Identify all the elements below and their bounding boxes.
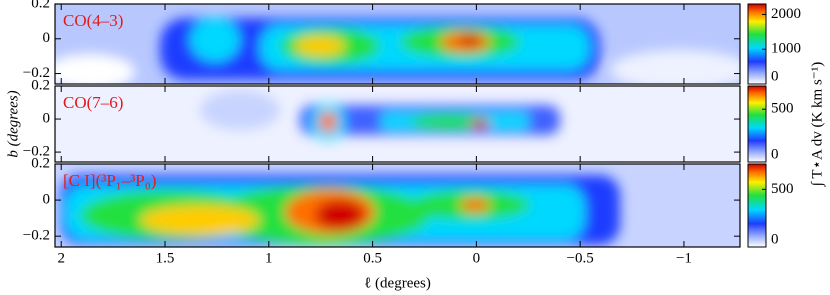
map-co76 bbox=[55, 86, 740, 162]
colorbar-tick-label: 1000 bbox=[771, 41, 801, 57]
colorbar bbox=[747, 163, 767, 248]
panel-frame bbox=[54, 163, 741, 248]
colorbar bbox=[747, 85, 767, 163]
panel-frame bbox=[54, 3, 741, 85]
colorbar-tick-label: 0 bbox=[771, 146, 779, 162]
x-tick-label: −0.5 bbox=[567, 250, 594, 266]
y-tick-label: 0.2 bbox=[31, 0, 50, 11]
map-co43 bbox=[55, 4, 740, 84]
panel-frame bbox=[54, 85, 741, 163]
x-tick-label: 0.5 bbox=[363, 250, 382, 266]
x-axis-label: ℓ (degrees) bbox=[364, 275, 431, 291]
y-tick-label: 0 bbox=[43, 30, 51, 46]
x-tick-label: 1.5 bbox=[156, 250, 175, 266]
y-tick-label: 0.2 bbox=[31, 155, 50, 171]
y-tick-label: −0.2 bbox=[23, 65, 50, 81]
panel-label: [C I](³P₁–³P₀) bbox=[63, 171, 156, 190]
y-tick-label: −0.2 bbox=[23, 144, 50, 160]
panel-label: CO(7–6) bbox=[63, 93, 123, 112]
panel-label: CO(4–3) bbox=[63, 11, 123, 30]
map-ci bbox=[55, 164, 740, 247]
colorbar bbox=[747, 3, 767, 85]
colorbar-tick-label: 500 bbox=[771, 101, 794, 117]
colorbar-tick-label: 2000 bbox=[771, 6, 801, 22]
y-tick-label: −0.2 bbox=[23, 228, 50, 244]
colorbar-tick-label: 0 bbox=[771, 68, 779, 84]
colorbar-tick-label: 0 bbox=[771, 231, 779, 247]
x-tick-label: 0 bbox=[473, 250, 481, 266]
y-tick-label: 0.2 bbox=[31, 77, 50, 93]
x-tick-label: 2 bbox=[57, 250, 65, 266]
y-axis-label: b (degrees) bbox=[5, 90, 21, 157]
colorbar-label: ∫ T⋆A dv (K km s⁻¹) bbox=[809, 62, 825, 187]
x-tick-label: 1 bbox=[265, 250, 273, 266]
y-tick-label: 0 bbox=[43, 192, 51, 208]
colorbar-tick-label: 500 bbox=[771, 181, 794, 197]
y-tick-label: 0 bbox=[43, 110, 51, 126]
x-tick-label: −1 bbox=[676, 250, 692, 266]
